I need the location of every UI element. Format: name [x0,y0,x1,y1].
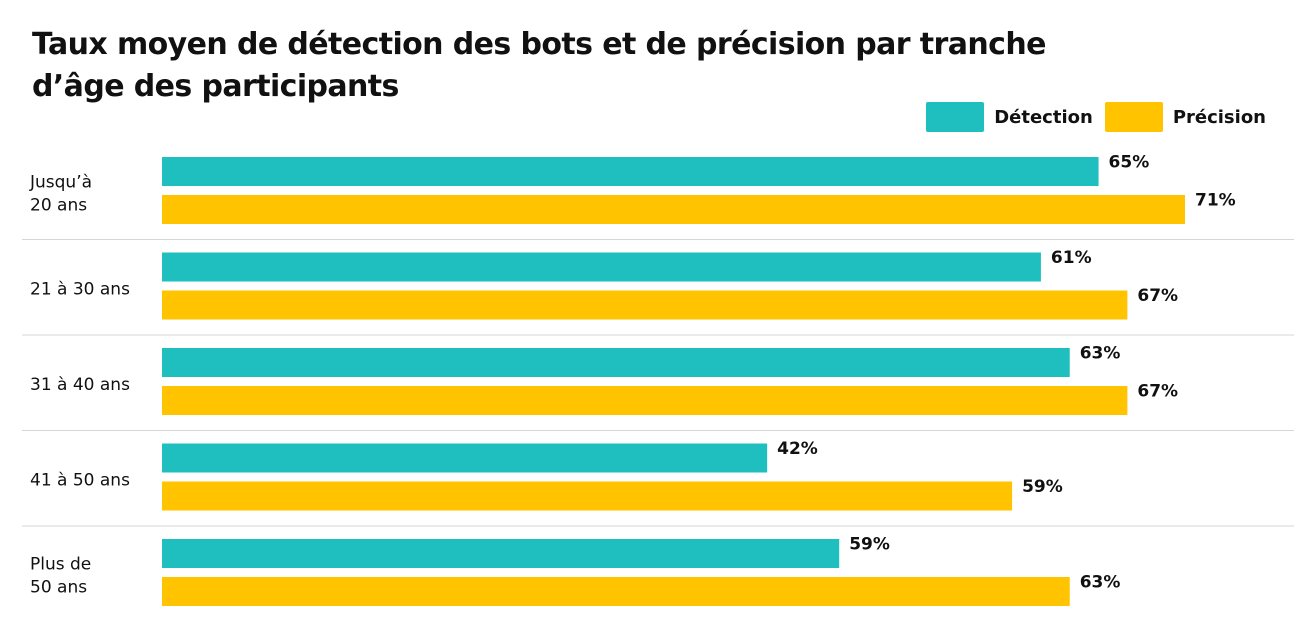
bar-detection [162,539,840,568]
category-label: Plus de [30,555,91,575]
data-label: 59% [1022,477,1063,497]
legend-swatch-detection [926,102,985,132]
chart-title: Taux moyen de détection des bots et de p… [32,27,1046,104]
category-label: 41 à 50 ans [30,471,130,491]
data-label: 42% [777,439,818,459]
data-label: 67% [1137,286,1178,306]
bar-precision [162,577,1070,606]
legend: Détection Précision [914,102,1266,132]
legend-label-precision: Précision [1172,106,1266,128]
bar-precision [162,386,1128,415]
data-label: 63% [1080,573,1121,593]
bar-precision [162,195,1185,224]
category-label: 31 à 40 ans [30,375,130,395]
data-label: 67% [1137,382,1178,402]
category-label: 21 à 30 ans [30,280,130,300]
category-label: 50 ans [30,578,87,598]
bar-detection [162,443,768,473]
category-label: Jusqu’à [29,173,92,193]
data-label: 59% [849,535,890,555]
bar-detection [162,348,1070,377]
legend-item-precision: Précision [1104,102,1266,132]
legend-item-detection: Détection [926,102,1093,132]
bar-precision [162,481,1013,511]
data-label: 63% [1080,344,1121,364]
legend-label-detection: Détection [994,106,1093,128]
data-label: 71% [1195,191,1236,211]
bar-precision [162,290,1128,320]
legend-swatch-precision [1104,102,1163,132]
data-label: 61% [1051,248,1092,268]
data-label: 65% [1109,153,1150,173]
bar-detection [162,157,1099,186]
category-label: 20 ans [30,196,87,216]
bar-detection [162,252,1041,282]
